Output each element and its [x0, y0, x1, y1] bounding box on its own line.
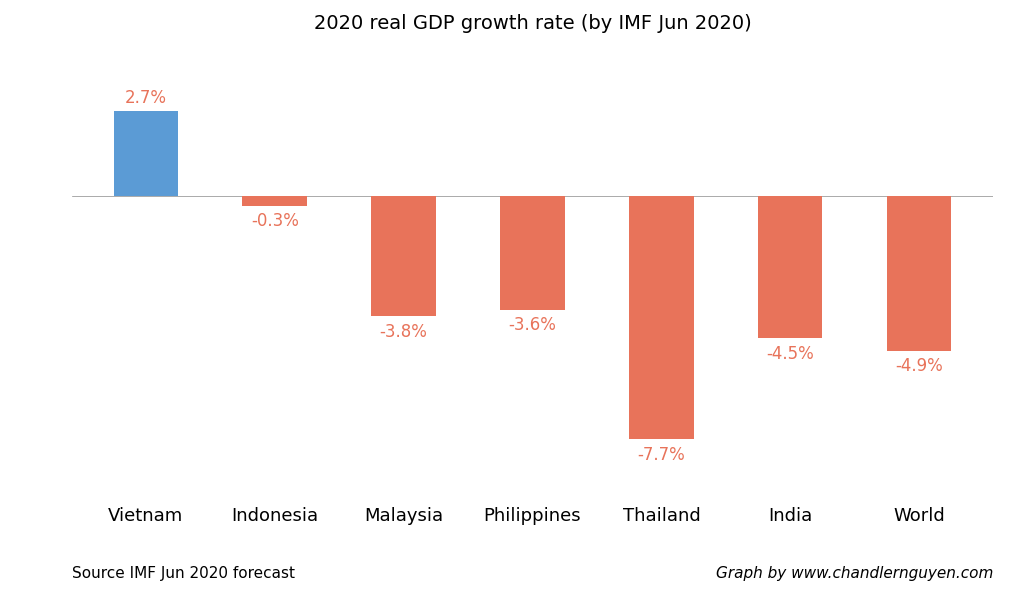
Text: Graph by www.chandlernguyen.com: Graph by www.chandlernguyen.com [716, 566, 993, 581]
Bar [629, 197, 693, 439]
Text: Source IMF Jun 2020 forecast: Source IMF Jun 2020 forecast [72, 566, 295, 581]
Text: -3.8%: -3.8% [380, 322, 428, 341]
Title: 2020 real GDP growth rate (by IMF Jun 2020): 2020 real GDP growth rate (by IMF Jun 20… [313, 15, 752, 33]
Bar [372, 197, 436, 316]
Text: -7.7%: -7.7% [638, 446, 685, 463]
Text: 2.7%: 2.7% [125, 88, 167, 106]
Bar [887, 197, 951, 351]
Text: -0.3%: -0.3% [251, 212, 299, 230]
Bar [114, 111, 178, 197]
Text: -3.6%: -3.6% [509, 316, 556, 335]
Bar [758, 197, 822, 338]
Bar [243, 197, 307, 206]
Bar [501, 197, 564, 310]
Text: -4.9%: -4.9% [895, 358, 943, 375]
Text: -4.5%: -4.5% [766, 345, 814, 362]
